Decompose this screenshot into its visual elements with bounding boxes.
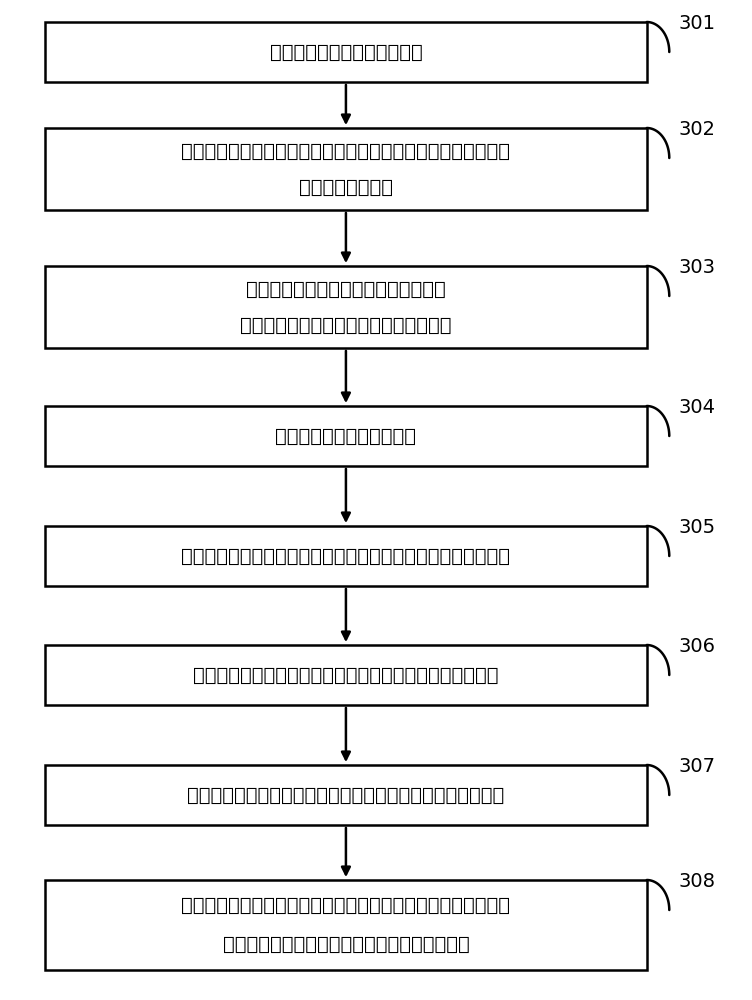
- FancyBboxPatch shape: [45, 645, 647, 705]
- Text: 308: 308: [678, 872, 715, 891]
- Text: 根据吴臂当前目标长度和吴臂当前伸缩长度，确定电流修正値: 根据吴臂当前目标长度和吴臂当前伸缩长度，确定电流修正値: [187, 786, 505, 804]
- Text: 304: 304: [678, 398, 715, 417]
- FancyBboxPatch shape: [45, 880, 647, 970]
- Text: 307: 307: [678, 757, 715, 776]
- Text: 吴臂目标伸缩长度: 吴臂目标伸缩长度: [299, 178, 393, 197]
- Text: 303: 303: [678, 258, 715, 277]
- Text: 长度，选择预存的吴臂伸缩长度轨迹曲线: 长度，选择预存的吴臂伸缩长度轨迹曲线: [240, 316, 452, 335]
- Text: 从预存的吴臂伸缩长度轨迹曲线中，获取吴臂当前目标长度: 从预存的吴臂伸缩长度轨迹曲线中，获取吴臂当前目标长度: [193, 666, 499, 685]
- FancyBboxPatch shape: [45, 406, 647, 466]
- FancyBboxPatch shape: [45, 526, 647, 586]
- FancyBboxPatch shape: [45, 266, 647, 348]
- Text: 301: 301: [678, 14, 715, 33]
- Text: 302: 302: [678, 120, 715, 139]
- Text: 305: 305: [678, 518, 715, 537]
- Text: 根据吴臂初始伸缩长度和吴臂目标伸缩: 根据吴臂初始伸缩长度和吴臂目标伸缩: [246, 279, 446, 298]
- Text: 检测模式选择开关的当前状态: 检测模式选择开关的当前状态: [269, 42, 423, 61]
- Text: 实时获取吴臂当前伸缩长度: 实时获取吴臂当前伸缩长度: [275, 426, 417, 446]
- Text: 信号输出给伸缩执行机构，以控制吴臂进行伸缩: 信号输出给伸缩执行机构，以控制吴臂进行伸缩: [223, 935, 469, 954]
- Text: 若模式选择开关的当前状态为自动伸缩模式，则接收用户输入的: 若模式选择开关的当前状态为自动伸缩模式，则接收用户输入的: [181, 141, 511, 160]
- Text: 根据吴臂当前伸缩长度和吴臂目标伸缩长度，确定伸缩基本电流: 根据吴臂当前伸缩长度和吴臂目标伸缩长度，确定伸缩基本电流: [181, 546, 511, 566]
- FancyBboxPatch shape: [45, 128, 647, 210]
- Text: 根据伸缩基本电流和电流修正値确定伸缩控制信号，将伸缩控制: 根据伸缩基本电流和电流修正値确定伸缩控制信号，将伸缩控制: [181, 896, 511, 915]
- FancyBboxPatch shape: [45, 22, 647, 82]
- FancyBboxPatch shape: [45, 765, 647, 825]
- Text: 306: 306: [678, 637, 715, 656]
